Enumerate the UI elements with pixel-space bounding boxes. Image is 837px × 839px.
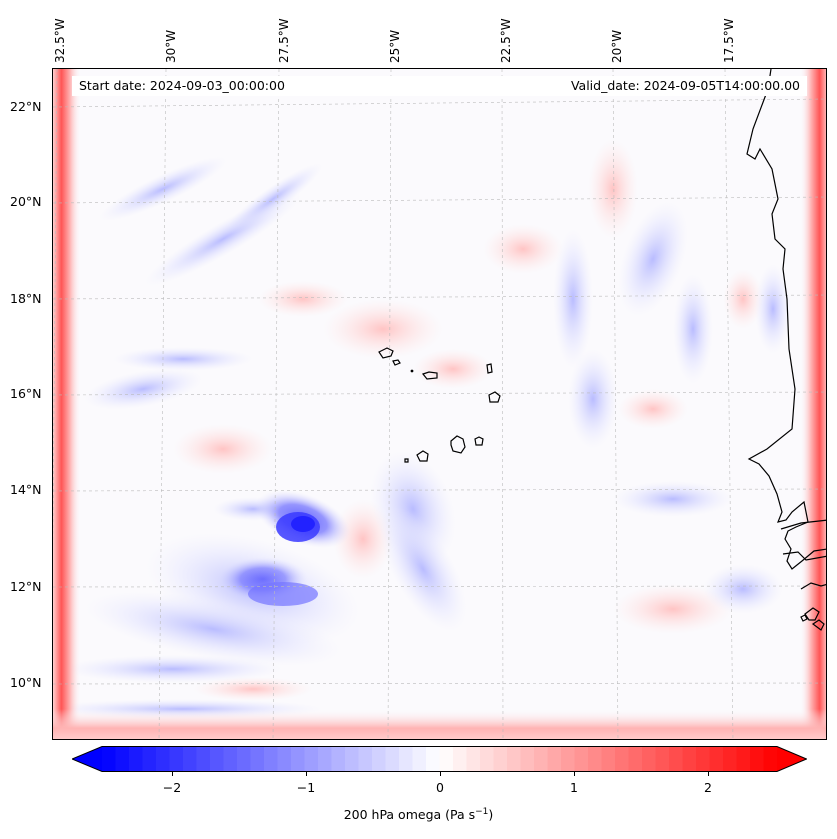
- colorbar-cell: [156, 746, 171, 772]
- colorbar-cell: [277, 746, 292, 772]
- lat-label-16n: 16°N: [10, 386, 42, 401]
- date-annotation-background: [72, 76, 807, 96]
- colorbar-cell: [628, 746, 643, 772]
- omega-map: [52, 68, 827, 740]
- cb-tickmark-1: [306, 772, 307, 776]
- colorbar-cells: [72, 746, 807, 772]
- colorbar-cell: [736, 746, 751, 772]
- colorbar-cell: [331, 746, 346, 772]
- lon-label-22-5w: 22.5°W: [499, 18, 513, 63]
- colorbar-cell: [601, 746, 616, 772]
- colorbar-label-main: 200 hPa omega (Pa s: [343, 807, 476, 823]
- colorbar-cell: [615, 746, 630, 772]
- colorbar-cell: [412, 746, 427, 772]
- lat-label-12n: 12°N: [10, 579, 42, 594]
- lon-label-27-5w: 27.5°W: [277, 18, 291, 63]
- colorbar-cell: [169, 746, 184, 772]
- colorbar-cell: [223, 746, 238, 772]
- colorbar-label-close: ): [488, 807, 494, 823]
- colorbar-cell: [115, 746, 130, 772]
- colorbar-cell: [183, 746, 198, 772]
- colorbar-cell: [696, 746, 711, 772]
- colorbar-cell: [709, 746, 724, 772]
- cb-tick-label: −2: [162, 780, 182, 795]
- colorbar-cell: [547, 746, 562, 772]
- colorbar-cell: [534, 746, 549, 772]
- colorbar-cell: [426, 746, 441, 772]
- colorbar-label-exponent: −1: [475, 807, 489, 817]
- lon-label-30w: 30°W: [164, 29, 178, 63]
- cb-tick-label: 1: [570, 780, 578, 795]
- lon-label-17-5w: 17.5°W: [722, 18, 736, 63]
- colorbar-cell: [250, 746, 265, 772]
- negative-omega-streaks: [83, 156, 791, 632]
- omega-field-plot: [53, 69, 826, 739]
- colorbar-label: 200 hPa omega (Pa s−1): [0, 807, 837, 822]
- colorbar-cell: [358, 746, 373, 772]
- colorbar-cell: [210, 746, 225, 772]
- start-date-label: Start date: 2024-09-03_00:00:00: [79, 78, 285, 93]
- colorbar-outline: [72, 746, 807, 772]
- lon-label-32-5w: 32.5°W: [53, 18, 67, 63]
- colorbar-cell: [453, 746, 468, 772]
- lat-label-14n: 14°N: [10, 482, 42, 497]
- cb-tick-label: 0: [436, 780, 444, 795]
- cape-verde-islands: [378, 347, 501, 463]
- coastline: [746, 69, 826, 631]
- colorbar-cell: [493, 746, 508, 772]
- colorbar-cell: [196, 746, 211, 772]
- valid-date-label: Valid_date: 2024-09-05T14:00:00.00: [570, 78, 800, 93]
- positive-omega-patches: [173, 139, 763, 701]
- colorbar-cell: [669, 746, 684, 772]
- cb-tick-label: −1: [296, 780, 316, 795]
- colorbar-cell: [399, 746, 414, 772]
- colorbar-cell: [264, 746, 279, 772]
- cb-tick-label: 2: [704, 780, 712, 795]
- colorbar-cell: [237, 746, 252, 772]
- colorbar-cell: [655, 746, 670, 772]
- lat-label-22n: 22°N: [10, 99, 42, 114]
- colorbar-min-extension: [72, 746, 102, 772]
- colorbar-cell: [723, 746, 738, 772]
- colorbar-cell: [561, 746, 576, 772]
- colorbar-cell: [385, 746, 400, 772]
- colorbar-cell: [318, 746, 333, 772]
- lon-label-25w: 25°W: [388, 29, 402, 63]
- colorbar-cell: [520, 746, 535, 772]
- colorbar-cell: [750, 746, 765, 772]
- colorbar-cell: [574, 746, 589, 772]
- colorbar-cell: [142, 746, 157, 772]
- colorbar-cell: [439, 746, 454, 772]
- lat-label-18n: 18°N: [10, 291, 42, 306]
- lat-label-20n: 20°N: [10, 194, 42, 209]
- cb-tickmark-2: [440, 772, 441, 776]
- colorbar-cell: [507, 746, 522, 772]
- colorbar-cell: [102, 746, 117, 772]
- colorbar-cell: [291, 746, 306, 772]
- colorbar-cell: [763, 746, 778, 772]
- lon-label-20w: 20°W: [610, 29, 624, 63]
- colorbar-cell: [304, 746, 319, 772]
- cb-tickmark-4: [708, 772, 709, 776]
- cb-tickmark-0: [172, 772, 173, 776]
- colorbar-cell: [129, 746, 144, 772]
- colorbar-cell: [480, 746, 495, 772]
- colorbar-cell: [345, 746, 360, 772]
- colorbar-cell: [372, 746, 387, 772]
- colorbar: [72, 746, 807, 772]
- gridlines: [53, 69, 826, 739]
- boundary-artefacts: [53, 69, 826, 739]
- colorbar-cell: [682, 746, 697, 772]
- lat-label-10n: 10°N: [10, 675, 42, 690]
- colorbar-max-extension: [777, 746, 807, 772]
- colorbar-cell: [642, 746, 657, 772]
- colorbar-cell: [588, 746, 603, 772]
- cb-tickmark-3: [574, 772, 575, 776]
- colorbar-cell: [466, 746, 481, 772]
